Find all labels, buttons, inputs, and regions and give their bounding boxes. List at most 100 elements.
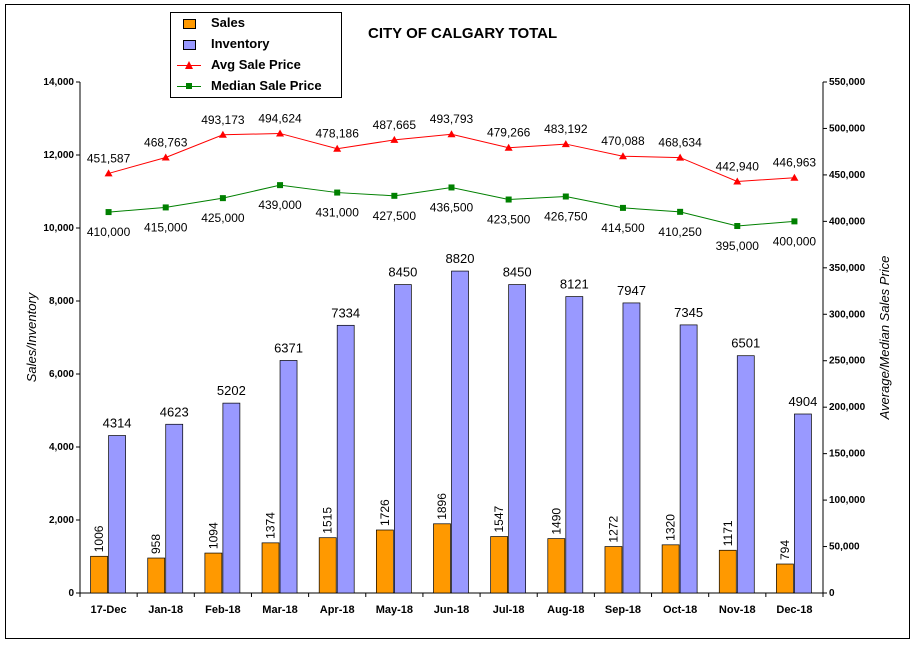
y-tick-label-right: 0 (829, 588, 835, 599)
data-label-median-sale-price: 395,000 (716, 239, 760, 253)
bar-inventory (279, 360, 298, 594)
data-label-avg-sale-price: 468,763 (144, 135, 188, 149)
y-tick-label-right: 300,000 (829, 309, 866, 320)
marker-median-sale-price (105, 209, 112, 216)
data-label-median-sale-price: 431,000 (315, 206, 359, 220)
data-label-avg-sale-price: 470,088 (601, 134, 645, 148)
data-label-inventory: 8450 (388, 265, 417, 280)
marker-median-sale-price (677, 208, 684, 215)
y-tick-label-right: 150,000 (829, 449, 866, 460)
data-label-avg-sale-price: 493,173 (201, 113, 245, 127)
x-tick-label: Feb-18 (205, 604, 240, 616)
bar-sales (204, 552, 223, 594)
marker-avg-sale-price (733, 177, 742, 185)
marker-avg-sale-price (104, 169, 113, 177)
bar-sales (433, 523, 451, 594)
x-tick-label: Nov-18 (719, 604, 756, 616)
y-tick-label-left: 8,000 (49, 296, 74, 307)
y-tick-label-right: 250,000 (829, 356, 866, 367)
data-label-median-sale-price: 410,000 (87, 225, 131, 239)
y-tick-label-right: 450,000 (829, 170, 866, 181)
legend-label-median-sale-price: Median Sale Price (211, 78, 322, 93)
data-label-inventory: 6501 (731, 336, 760, 351)
data-label-avg-sale-price: 478,186 (315, 127, 359, 141)
y-tick-label-right: 50,000 (829, 542, 860, 553)
x-tick-label: Apr-18 (320, 604, 355, 616)
data-label-sales: 794 (778, 540, 792, 560)
bar-sales (261, 542, 280, 594)
data-label-inventory: 4314 (103, 416, 132, 431)
square-marker-icon (186, 83, 192, 89)
marker-median-sale-price (505, 196, 512, 203)
bar-inventory (794, 413, 812, 594)
bar-sales (718, 549, 737, 594)
marker-median-sale-price (162, 204, 169, 211)
data-label-inventory: 4904 (788, 394, 817, 409)
bar-inventory (222, 402, 241, 594)
legend-swatch-sales (183, 19, 196, 29)
data-label-sales: 1547 (492, 506, 506, 533)
data-label-sales: 1515 (321, 507, 335, 534)
data-label-sales: 1490 (549, 508, 563, 535)
y-tick-label-right: 100,000 (829, 495, 866, 506)
x-tick-label: May-18 (376, 604, 413, 616)
triangle-marker-icon (185, 61, 193, 69)
bar-inventory (622, 302, 641, 594)
y-tick-label-left: 2,000 (49, 515, 74, 526)
marker-median-sale-price (562, 193, 569, 200)
y-tick-label-left: 14,000 (43, 77, 74, 88)
data-label-inventory: 7947 (617, 283, 646, 298)
data-label-median-sale-price: 436,500 (430, 200, 474, 214)
data-label-median-sale-price: 423,500 (487, 213, 531, 227)
data-label-avg-sale-price: 494,624 (258, 111, 302, 125)
y-tick-label-right: 550,000 (829, 77, 866, 88)
legend-label-inventory: Inventory (211, 36, 270, 51)
data-label-avg-sale-price: 451,587 (87, 151, 131, 165)
data-label-median-sale-price: 426,750 (544, 210, 588, 224)
marker-median-sale-price (619, 204, 626, 211)
bar-sales (375, 529, 394, 594)
marker-avg-sale-price (390, 135, 399, 143)
data-label-sales: 1272 (606, 516, 620, 543)
data-label-median-sale-price: 400,000 (773, 234, 817, 248)
x-tick-label: Sep-18 (605, 604, 641, 616)
x-tick-label: Aug-18 (547, 604, 584, 616)
x-tick-label: Oct-18 (663, 604, 697, 616)
bar-sales (604, 546, 623, 594)
data-label-sales: 1094 (206, 522, 220, 549)
marker-avg-sale-price (790, 173, 799, 181)
data-label-median-sale-price: 414,500 (601, 221, 645, 235)
x-tick-label: Jul-18 (493, 604, 525, 616)
bar-sales (318, 537, 337, 594)
data-label-sales: 1726 (378, 499, 392, 526)
data-label-median-sale-price: 410,250 (658, 225, 702, 239)
bar-inventory (451, 270, 469, 594)
bar-inventory (679, 324, 698, 594)
bar-inventory (336, 324, 355, 594)
x-tick-label: Dec-18 (776, 604, 812, 616)
legend-item-sales: Sales (171, 14, 341, 34)
data-label-inventory: 7345 (674, 305, 703, 320)
bar-inventory (736, 355, 755, 594)
legend-swatch-inventory (183, 40, 196, 50)
data-label-inventory: 6371 (274, 340, 303, 355)
y-tick-label-left: 0 (68, 588, 74, 599)
marker-avg-sale-price (676, 153, 685, 161)
y-tick-label-left: 10,000 (43, 223, 74, 234)
bar-inventory (565, 296, 584, 594)
marker-avg-sale-price (161, 153, 170, 161)
data-label-inventory: 7334 (331, 305, 360, 320)
y-axis-title-right: Average/Median Sales Price (877, 256, 892, 421)
x-tick-label: Jun-18 (434, 604, 469, 616)
legend-item-inventory: Inventory (171, 35, 341, 55)
y-tick-label-left: 12,000 (43, 150, 74, 161)
bar-sales (147, 557, 166, 594)
bar-inventory (108, 435, 126, 594)
data-label-median-sale-price: 425,000 (201, 211, 245, 225)
marker-median-sale-price (277, 182, 284, 189)
y-tick-label-left: 6,000 (49, 369, 74, 380)
bar-sales (90, 555, 108, 594)
marker-avg-sale-price (447, 130, 456, 138)
y-tick-label-right: 200,000 (829, 402, 866, 413)
